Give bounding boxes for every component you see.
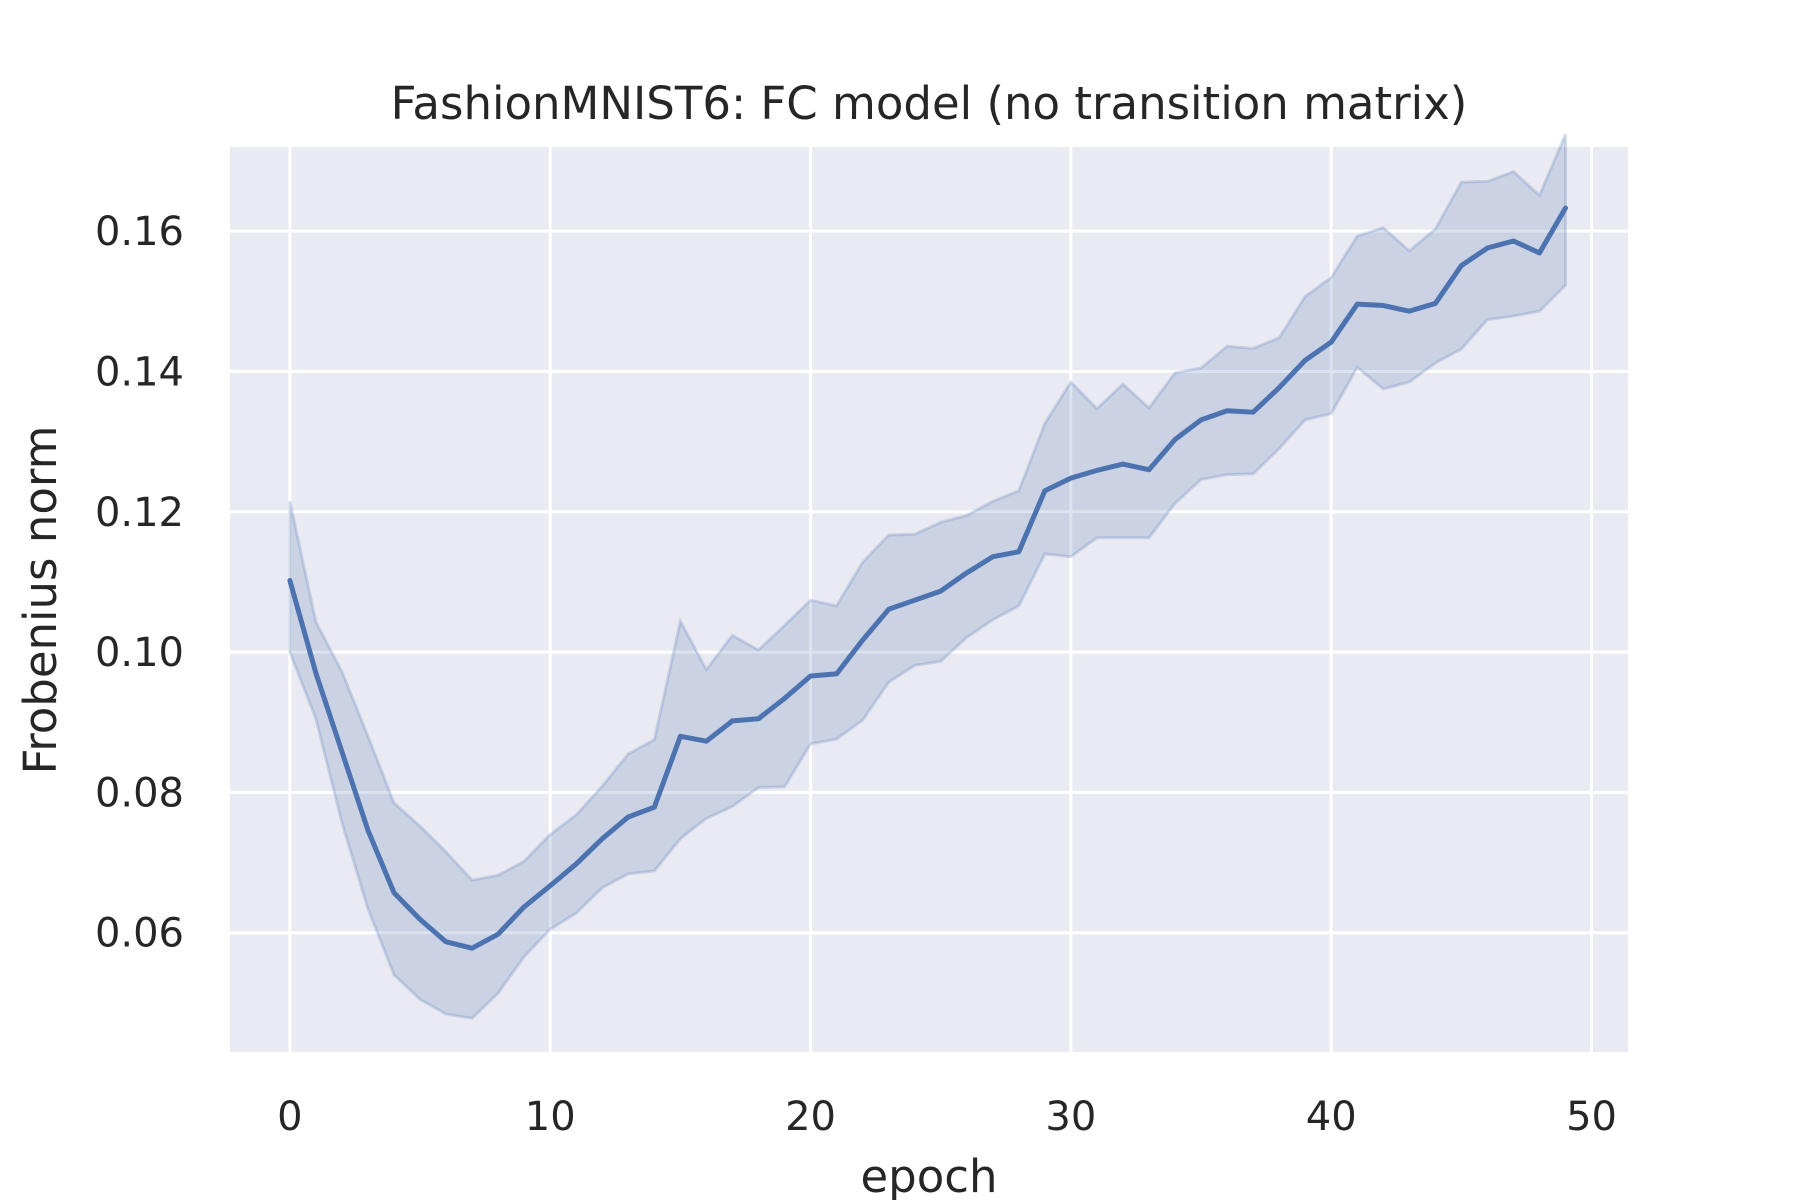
x-tick-label: 20 — [785, 1094, 836, 1140]
chart-title: FashionMNIST6: FC model (no transition m… — [391, 77, 1468, 130]
confidence-band — [288, 133, 1568, 1020]
y-tick-label: 0.06 — [95, 911, 184, 957]
series-line-layer — [287, 205, 1569, 951]
y-tick-label: 0.12 — [95, 490, 184, 536]
y-tick-label: 0.14 — [95, 349, 184, 395]
series-line — [287, 205, 1569, 951]
y-tick-label: 0.16 — [95, 209, 184, 255]
x-tick-label: 30 — [1045, 1094, 1096, 1140]
confidence-band-layer — [288, 133, 1568, 1020]
x-tick-label: 0 — [277, 1094, 302, 1140]
x-tick-label: 40 — [1306, 1094, 1357, 1140]
grid-lines — [230, 147, 1628, 1052]
plot-area — [230, 147, 1628, 1052]
x-tick-label: 50 — [1566, 1094, 1617, 1140]
y-tick-label: 0.10 — [95, 630, 184, 676]
x-axis-label: epoch — [860, 1150, 997, 1200]
y-tick-labels: 0.06 0.08 0.10 0.12 0.14 0.16 — [95, 209, 184, 957]
x-tick-label: 10 — [525, 1094, 576, 1140]
y-tick-label: 0.08 — [95, 770, 184, 816]
x-tick-labels: 0 10 20 30 40 50 — [277, 1094, 1617, 1140]
y-axis-label: Frobenius norm — [14, 426, 67, 775]
